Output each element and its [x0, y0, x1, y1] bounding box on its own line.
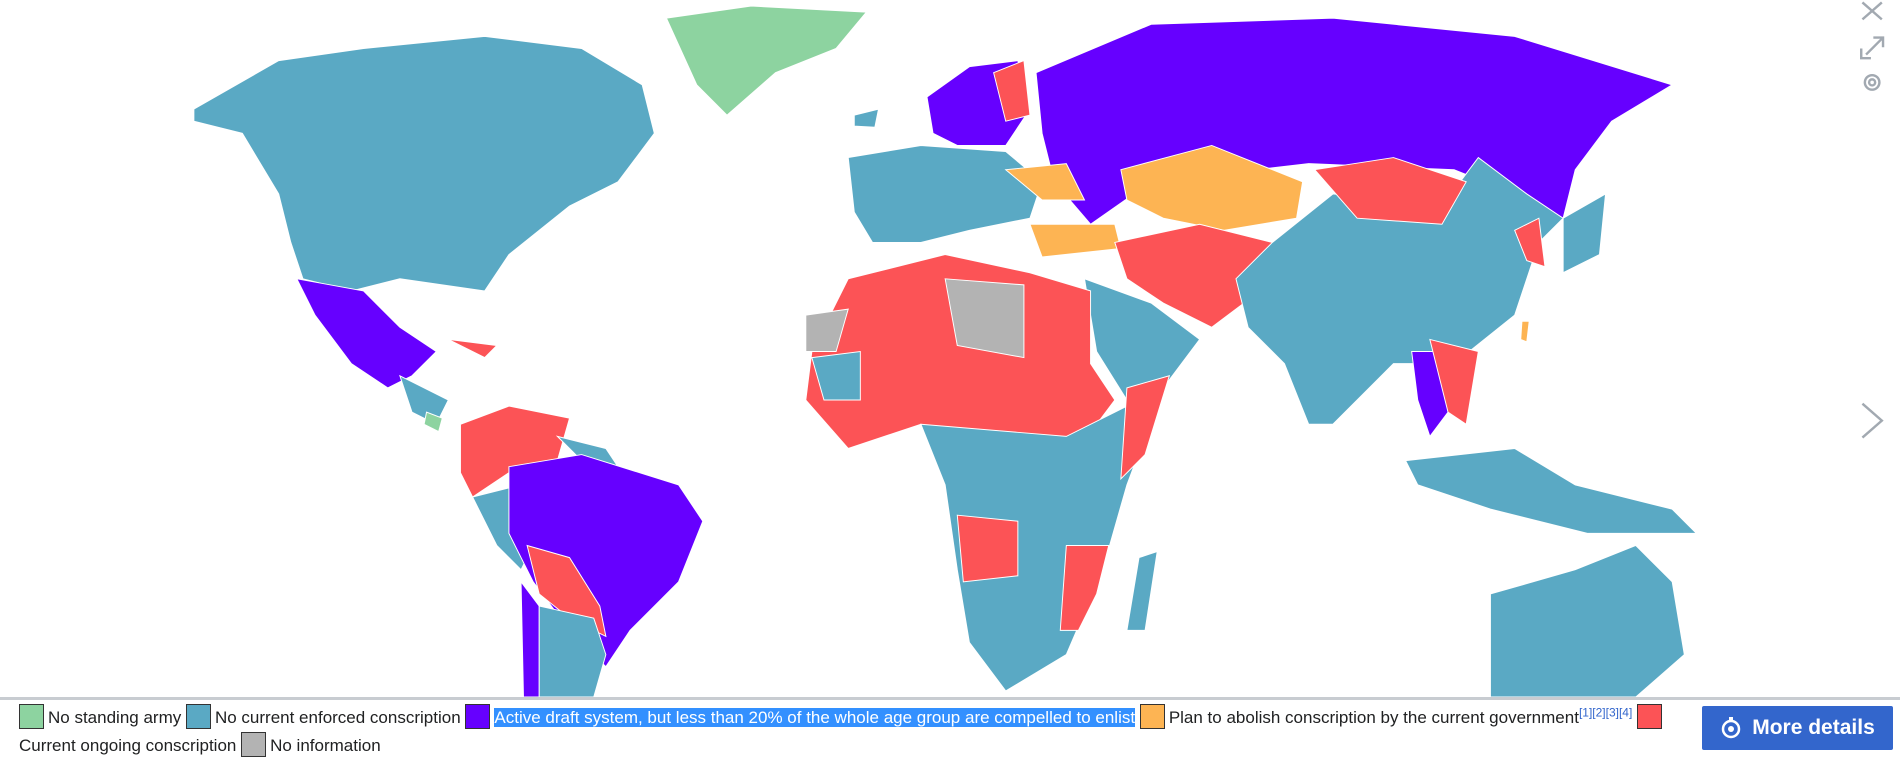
legend-swatch [19, 704, 44, 729]
legend-label: No standing army [48, 708, 182, 727]
country [1120, 144, 1304, 231]
country [1313, 157, 1467, 225]
country [448, 338, 498, 359]
legend-label: Plan to abolish conscription by the curr… [1168, 708, 1579, 727]
legend: No standing army No current enforced con… [19, 704, 1689, 760]
more-details-button[interactable]: More details [1702, 706, 1893, 750]
reference: [3] [1605, 705, 1619, 720]
country [193, 35, 655, 292]
country [811, 350, 861, 401]
legend-label: Active draft system, but less than 20% o… [494, 708, 1136, 727]
viewer-controls[interactable] [1860, 1, 1885, 439]
country [1004, 163, 1086, 201]
country [1126, 550, 1158, 631]
legend-label: Current ongoing conscription [19, 736, 237, 755]
country [944, 278, 1025, 359]
country [1404, 448, 1698, 534]
legend-item: No standing army [19, 704, 182, 729]
legend-item: Active draft system, but less than 20% o… [465, 704, 1136, 729]
country [1489, 544, 1685, 697]
country [1059, 544, 1110, 631]
country [526, 544, 607, 638]
legend-swatch [185, 704, 211, 729]
reference: [2] [1592, 705, 1606, 720]
legend-item: No information [241, 732, 381, 757]
country [520, 580, 540, 697]
country [1514, 217, 1546, 268]
icon [1721, 717, 1741, 739]
legend-swatch [1139, 704, 1165, 729]
country [956, 514, 1019, 583]
country [1120, 375, 1171, 481]
country [665, 5, 868, 116]
legend-swatch [465, 704, 491, 729]
legend-item: Plan to abolish conscription by the curr… [1139, 704, 1633, 729]
country [423, 411, 443, 433]
reference: [4] [1618, 705, 1633, 720]
legend-item: Current ongoing conscription [19, 704, 1666, 755]
country [1429, 338, 1479, 426]
country [805, 308, 849, 353]
legend-label: No information [270, 736, 381, 755]
legend-bar [0, 697, 1900, 774]
country [847, 144, 1043, 243]
legend-swatch [241, 732, 267, 757]
world-map [193, 1, 1885, 697]
legend-item: No current enforced conscription [185, 704, 461, 729]
country [1562, 193, 1607, 274]
country [538, 605, 607, 697]
country [1114, 223, 1273, 328]
legend-label: No current enforced conscription [214, 708, 461, 727]
country [853, 108, 880, 128]
button-label[interactable]: More details [1752, 716, 1875, 739]
reference: [1] [1578, 705, 1593, 720]
legend-swatch [1637, 704, 1663, 729]
country [1520, 320, 1530, 343]
country [399, 374, 449, 425]
country [993, 59, 1031, 122]
country [296, 278, 437, 389]
country [1029, 223, 1122, 258]
